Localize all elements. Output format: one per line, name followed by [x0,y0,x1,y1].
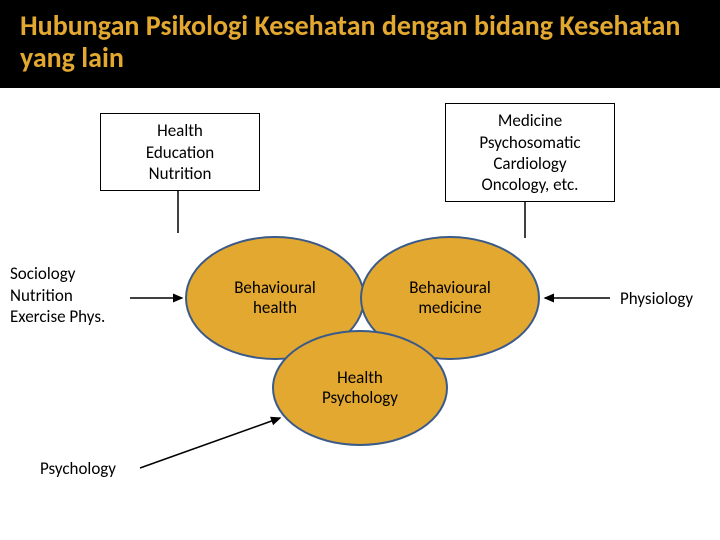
ellipse-label: Behavioural [409,277,491,298]
box-line: Oncology, etc. [458,174,602,195]
box-line: Medicine [458,110,602,131]
label-physiology: Physiology [620,288,693,309]
label-line: Exercise Phys. [10,306,105,327]
box-medicine-fields: MedicinePsychosomaticCardiologyOncology,… [445,103,615,202]
ellipse-label: Health [337,367,383,388]
ellipse-health-psychology: Health Psychology [272,330,448,446]
box-health-education-nutrition: HealthEducationNutrition [100,113,260,191]
ellipse-label: health [253,297,297,318]
label-line: Sociology [10,263,105,284]
box-line: Psychosomatic [458,132,602,153]
box-line: Nutrition [113,163,247,184]
ellipse-label: Psychology [322,387,398,408]
box-line: Education [113,142,247,163]
diagram-area: HealthEducationNutrition MedicinePsychos… [0,88,720,528]
title-bar: Hubungan Psikologi Kesehatan dengan bida… [0,0,720,88]
label-sociology-group: SociologyNutritionExercise Phys. [10,263,105,327]
label-line: Nutrition [10,285,105,306]
ellipse-label: medicine [418,297,481,318]
ellipse-label: Behavioural [234,277,316,298]
box-line: Health [113,120,247,141]
slide-title: Hubungan Psikologi Kesehatan dengan bida… [20,10,700,74]
label-psychology: Psychology [40,458,116,479]
box-line: Cardiology [458,153,602,174]
